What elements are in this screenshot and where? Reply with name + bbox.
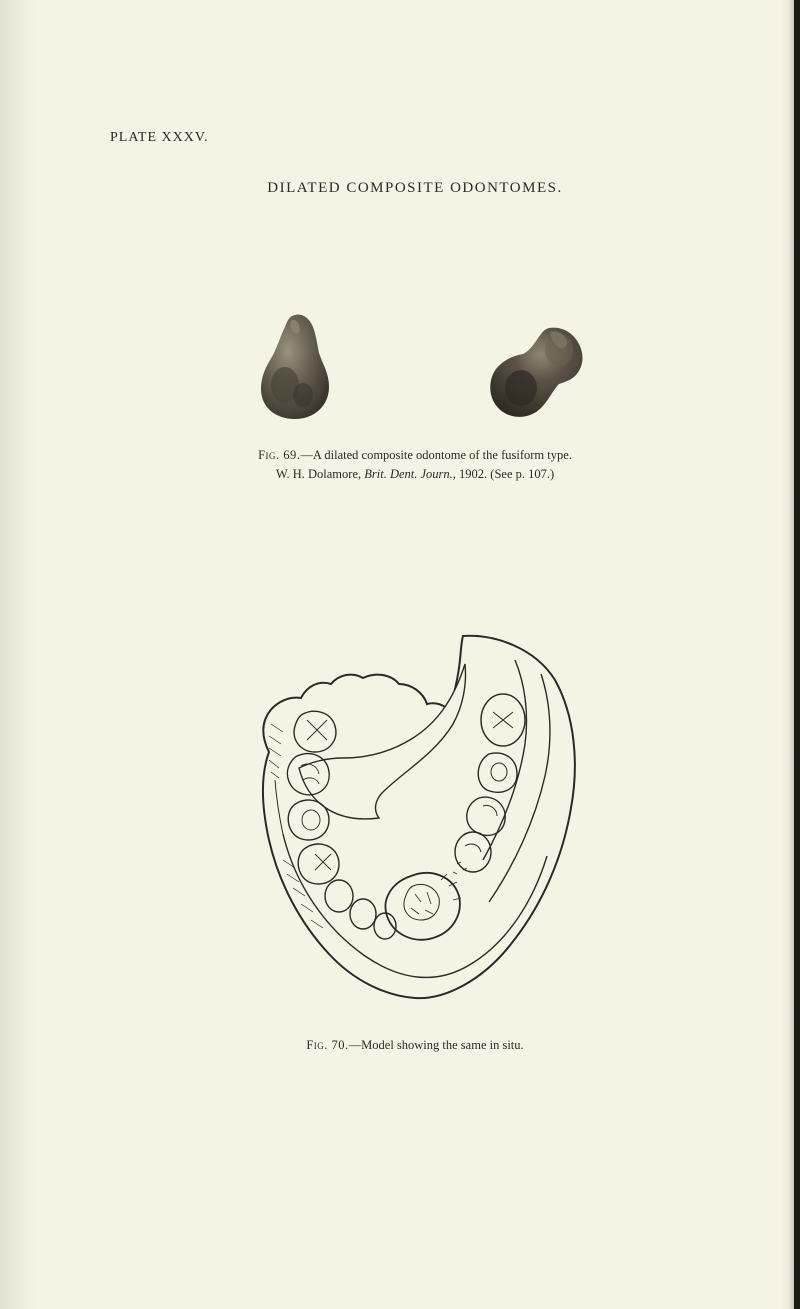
figure-70-caption: Fig. 70.—Model showing the same in situ. [110,1036,720,1055]
mandible-model-drawing [235,624,595,1004]
figure-69-images [110,307,720,422]
plate-label: PLATE XXXV. [110,130,720,146]
fig-69-journal: Brit. Dent. Journ. [364,467,453,481]
fig-69-label: Fig. 69. [258,448,300,462]
fig-69-text-a: —A dilated composite odontome of the fus… [300,448,571,462]
fig-69-yearref: , 1902. (See p. 107.) [453,467,554,481]
page-content: PLATE XXXV. DILATED COMPOSITE ODONTOMES. [0,0,800,1309]
fig-70-italic: in situ. [490,1038,524,1052]
page-title: DILATED COMPOSITE ODONTOMES. [110,180,720,197]
odontome-photo-left [241,307,349,422]
odontome-photo-right [479,322,589,422]
figure-70-image [110,624,720,1004]
page-right-edge [794,0,800,1309]
figure-69-caption: Fig. 69.—A dilated composite odontome of… [110,446,720,484]
fig-69-author: W. H. Dolamore, [276,467,364,481]
fig-70-label: Fig. 70. [306,1038,348,1052]
fig-70-text: —Model showing the same [349,1038,490,1052]
